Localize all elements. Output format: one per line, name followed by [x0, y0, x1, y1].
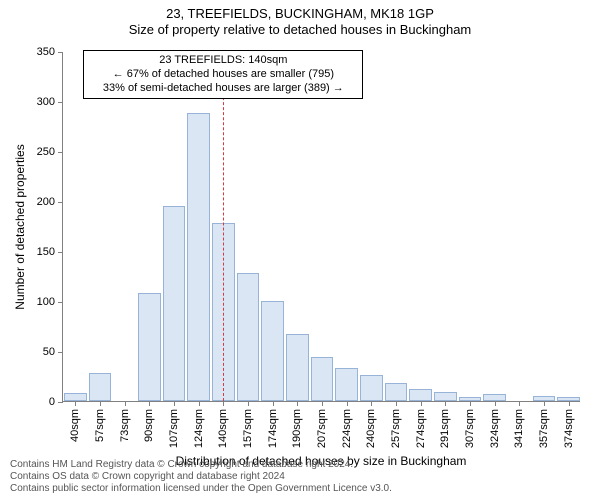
- footer-line-2: Contains OS data © Crown copyright and d…: [10, 471, 285, 482]
- xtick: [470, 401, 471, 406]
- histogram-bar: [311, 357, 334, 401]
- figure-container: { "title": { "line1": "23, TREEFIELDS, B…: [0, 0, 600, 500]
- xtick-label: 124sqm: [193, 409, 205, 448]
- histogram-bar: [335, 368, 358, 401]
- xtick: [371, 401, 372, 406]
- xtick: [322, 401, 323, 406]
- ytick: [58, 202, 63, 203]
- histogram-bar: [459, 397, 482, 401]
- histogram-bar: [533, 396, 556, 401]
- xtick: [396, 401, 397, 406]
- xtick: [174, 401, 175, 406]
- histogram-bar: [385, 383, 408, 401]
- xtick-label: 341sqm: [513, 409, 525, 448]
- histogram-bar: [237, 273, 260, 401]
- xtick-label: 57sqm: [94, 409, 106, 442]
- ytick: [58, 152, 63, 153]
- histogram-bar: [138, 293, 161, 401]
- ytick: [58, 352, 63, 353]
- xtick: [273, 401, 274, 406]
- histogram-bar: [360, 375, 383, 401]
- xtick: [199, 401, 200, 406]
- ytick-label: 300: [37, 96, 55, 108]
- plot-area: 05010015020025030035040sqm57sqm73sqm90sq…: [62, 52, 580, 402]
- ytick-label: 200: [37, 196, 55, 208]
- xtick-label: 140sqm: [217, 409, 229, 448]
- chart-title-line2: Size of property relative to detached ho…: [0, 22, 600, 37]
- histogram-bar: [64, 393, 87, 401]
- xtick-label: 307sqm: [464, 409, 476, 448]
- annotation-line: 23 TREEFIELDS: 140sqm: [90, 54, 356, 68]
- ytick-label: 100: [37, 296, 55, 308]
- xtick-label: 207sqm: [316, 409, 328, 448]
- xtick: [445, 401, 446, 406]
- ytick: [58, 302, 63, 303]
- histogram-bar: [483, 394, 506, 401]
- xtick: [544, 401, 545, 406]
- xtick: [149, 401, 150, 406]
- histogram-bar: [261, 301, 284, 401]
- ytick-label: 150: [37, 246, 55, 258]
- xtick-label: 324sqm: [489, 409, 501, 448]
- ytick-label: 350: [37, 46, 55, 58]
- histogram-bar: [409, 389, 432, 401]
- xtick: [347, 401, 348, 406]
- xtick: [75, 401, 76, 406]
- xtick-label: 257sqm: [390, 409, 402, 448]
- xtick-label: 274sqm: [415, 409, 427, 448]
- xtick: [421, 401, 422, 406]
- annotation-line: 33% of semi-detached houses are larger (…: [90, 82, 356, 96]
- footer-line-3: Contains public sector information licen…: [10, 483, 392, 494]
- xtick-label: 374sqm: [563, 409, 575, 448]
- xtick: [248, 401, 249, 406]
- ytick: [58, 252, 63, 253]
- xtick: [297, 401, 298, 406]
- annotation-box: 23 TREEFIELDS: 140sqm← 67% of detached h…: [83, 50, 363, 99]
- ytick: [58, 52, 63, 53]
- ytick: [58, 402, 63, 403]
- xtick: [519, 401, 520, 406]
- xtick-label: 357sqm: [538, 409, 550, 448]
- reference-line: [223, 52, 224, 401]
- xtick-label: 224sqm: [341, 409, 353, 448]
- xtick-label: 107sqm: [168, 409, 180, 448]
- xtick-label: 157sqm: [242, 409, 254, 448]
- histogram-bar: [434, 392, 457, 401]
- histogram-bar: [557, 397, 580, 401]
- histogram-bar: [187, 113, 210, 401]
- xtick-label: 73sqm: [119, 409, 131, 442]
- xtick-label: 190sqm: [291, 409, 303, 448]
- xtick: [569, 401, 570, 406]
- ytick-label: 50: [43, 346, 55, 358]
- annotation-line: ← 67% of detached houses are smaller (79…: [90, 68, 356, 82]
- footer-line-1: Contains HM Land Registry data © Crown c…: [10, 459, 353, 470]
- xtick: [495, 401, 496, 406]
- xtick-label: 90sqm: [143, 409, 155, 442]
- histogram-bar: [89, 373, 112, 401]
- xtick-label: 291sqm: [439, 409, 451, 448]
- ytick: [58, 102, 63, 103]
- xtick: [125, 401, 126, 406]
- xtick-label: 40sqm: [69, 409, 81, 442]
- histogram-bar: [163, 206, 186, 401]
- xtick-label: 240sqm: [365, 409, 377, 448]
- xtick: [100, 401, 101, 406]
- xtick: [223, 401, 224, 406]
- y-axis-label: Number of detached properties: [13, 144, 27, 309]
- ytick-label: 0: [49, 396, 55, 408]
- ytick-label: 250: [37, 146, 55, 158]
- histogram-bar: [286, 334, 309, 401]
- xtick-label: 174sqm: [267, 409, 279, 448]
- chart-title-line1: 23, TREEFIELDS, BUCKINGHAM, MK18 1GP: [0, 6, 600, 21]
